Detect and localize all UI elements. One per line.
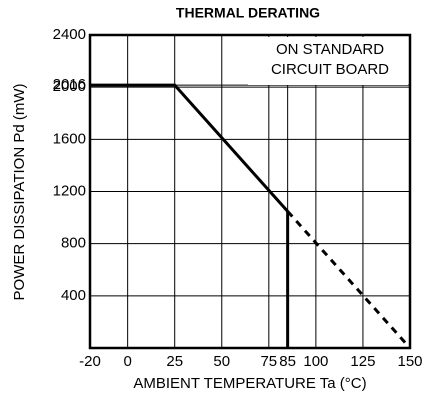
y-tick-label: 2000 xyxy=(53,78,86,95)
x-tick-label: 50 xyxy=(213,353,230,370)
plot-frame xyxy=(88,33,412,350)
y-tick-label: 400 xyxy=(61,287,86,304)
y-axis-label: POWER DISSIPATION Pd (mW) xyxy=(11,84,28,301)
x-tick-label: 100 xyxy=(303,353,328,370)
x-tick-label: -20 xyxy=(79,353,101,370)
x-tick-label: 0 xyxy=(123,353,131,370)
y-tick-label: 1200 xyxy=(53,182,86,199)
x-axis-label: AMBIENT TEMPERATURE Ta (°C) xyxy=(133,375,366,392)
x-tick-label: 75 xyxy=(260,353,277,370)
data-line xyxy=(286,210,412,350)
annotation: ON STANDARD xyxy=(276,41,384,58)
y-tick-label: 1600 xyxy=(53,130,86,147)
y-tick-label: 800 xyxy=(61,235,86,252)
annotation-box xyxy=(248,37,408,85)
x-tick-label: 125 xyxy=(350,353,375,370)
x-tick-label: 85 xyxy=(279,353,296,370)
annotation: CIRCUIT BOARD xyxy=(271,61,389,78)
chart-title: THERMAL DERATING xyxy=(176,5,320,21)
data-line xyxy=(90,83,290,348)
x-tick-label: 25 xyxy=(166,353,183,370)
y-tick-label: 2400 xyxy=(53,26,86,43)
y-tick-label: 2016 xyxy=(53,76,86,93)
x-tick-label: 150 xyxy=(397,353,422,370)
